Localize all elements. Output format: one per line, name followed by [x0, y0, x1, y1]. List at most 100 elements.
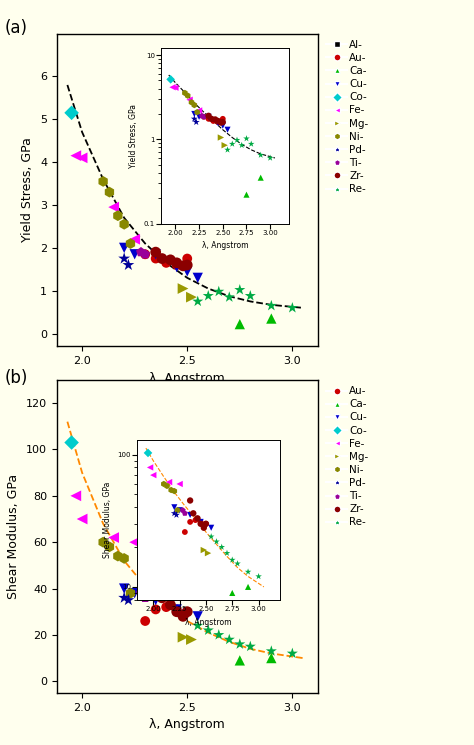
Point	[228, 587, 236, 599]
Point	[120, 218, 128, 230]
Point	[194, 610, 201, 622]
Text: (a): (a)	[5, 19, 28, 37]
Point	[78, 152, 86, 164]
Point	[289, 302, 296, 314]
Point	[125, 259, 132, 271]
Point	[217, 132, 225, 144]
Point	[163, 601, 170, 613]
Point	[202, 518, 210, 530]
Point	[110, 201, 118, 213]
Point	[208, 113, 215, 125]
Point	[244, 566, 252, 578]
Point	[236, 638, 244, 650]
Point	[200, 522, 208, 533]
Point	[190, 507, 197, 519]
Point	[146, 461, 154, 473]
Y-axis label: Shear Modulus, GPa: Shear Modulus, GPa	[8, 474, 20, 599]
X-axis label: λ, Angstrom: λ, Angstrom	[185, 618, 232, 627]
Point	[171, 507, 178, 519]
Point	[100, 536, 107, 548]
Point	[152, 246, 159, 258]
Point	[193, 107, 201, 118]
Point	[158, 253, 166, 264]
Point	[72, 150, 80, 162]
Point	[120, 253, 128, 264]
Point	[131, 248, 138, 260]
Point	[219, 120, 227, 132]
Point	[211, 113, 219, 125]
Point	[152, 248, 159, 260]
Point	[137, 246, 145, 258]
Point	[131, 536, 138, 548]
Point	[236, 654, 244, 666]
X-axis label: λ, Angstrom: λ, Angstrom	[149, 718, 225, 731]
Point	[176, 478, 183, 490]
Point	[247, 138, 255, 150]
Point	[173, 603, 181, 615]
Point	[173, 509, 180, 521]
Point	[188, 291, 195, 303]
Point	[219, 116, 227, 128]
Point	[255, 571, 263, 583]
Point	[226, 633, 233, 645]
Point	[179, 631, 187, 643]
Point	[210, 115, 217, 127]
Point	[204, 290, 212, 302]
Point	[191, 99, 198, 111]
Point	[186, 516, 194, 528]
Point	[194, 513, 201, 524]
Point	[165, 476, 173, 488]
Point	[202, 518, 210, 530]
Point	[204, 624, 212, 636]
Point	[197, 516, 204, 528]
Point	[160, 478, 168, 490]
Point	[100, 175, 107, 187]
Point	[257, 172, 264, 184]
Point	[267, 313, 275, 325]
Point	[186, 509, 194, 521]
Point	[179, 610, 187, 622]
Point	[191, 514, 199, 526]
Point	[158, 592, 166, 603]
Point	[214, 115, 222, 127]
Point	[238, 139, 246, 151]
Point	[181, 87, 189, 99]
Point	[289, 647, 296, 659]
Point	[171, 501, 178, 513]
Point	[183, 606, 191, 618]
Point	[228, 554, 236, 566]
Point	[167, 484, 175, 496]
Point	[171, 485, 178, 497]
Point	[213, 536, 220, 548]
Point	[195, 104, 203, 116]
Point	[181, 507, 189, 519]
Y-axis label: Yield Stress, GPa: Yield Stress, GPa	[21, 138, 35, 242]
Point	[163, 257, 170, 269]
Point	[223, 547, 231, 559]
Point	[202, 520, 210, 532]
Point	[173, 259, 181, 271]
Point	[173, 606, 181, 618]
Point	[236, 318, 244, 330]
Point	[215, 629, 223, 641]
Point	[267, 299, 275, 311]
Point	[236, 284, 244, 296]
Point	[127, 238, 134, 250]
Point	[191, 113, 198, 125]
Point	[218, 541, 226, 553]
Point	[214, 117, 222, 129]
Point	[200, 111, 208, 123]
Point	[120, 583, 128, 595]
Point	[219, 113, 227, 125]
Point	[194, 272, 201, 284]
Point	[208, 522, 215, 533]
X-axis label: λ, Angstrom: λ, Angstrom	[149, 372, 225, 384]
Point	[266, 152, 274, 164]
Point	[183, 606, 191, 618]
Point	[68, 107, 75, 118]
Point	[234, 558, 241, 570]
Point	[197, 516, 204, 528]
Point	[176, 504, 183, 516]
Point	[257, 149, 264, 161]
Text: (b): (b)	[5, 369, 28, 387]
